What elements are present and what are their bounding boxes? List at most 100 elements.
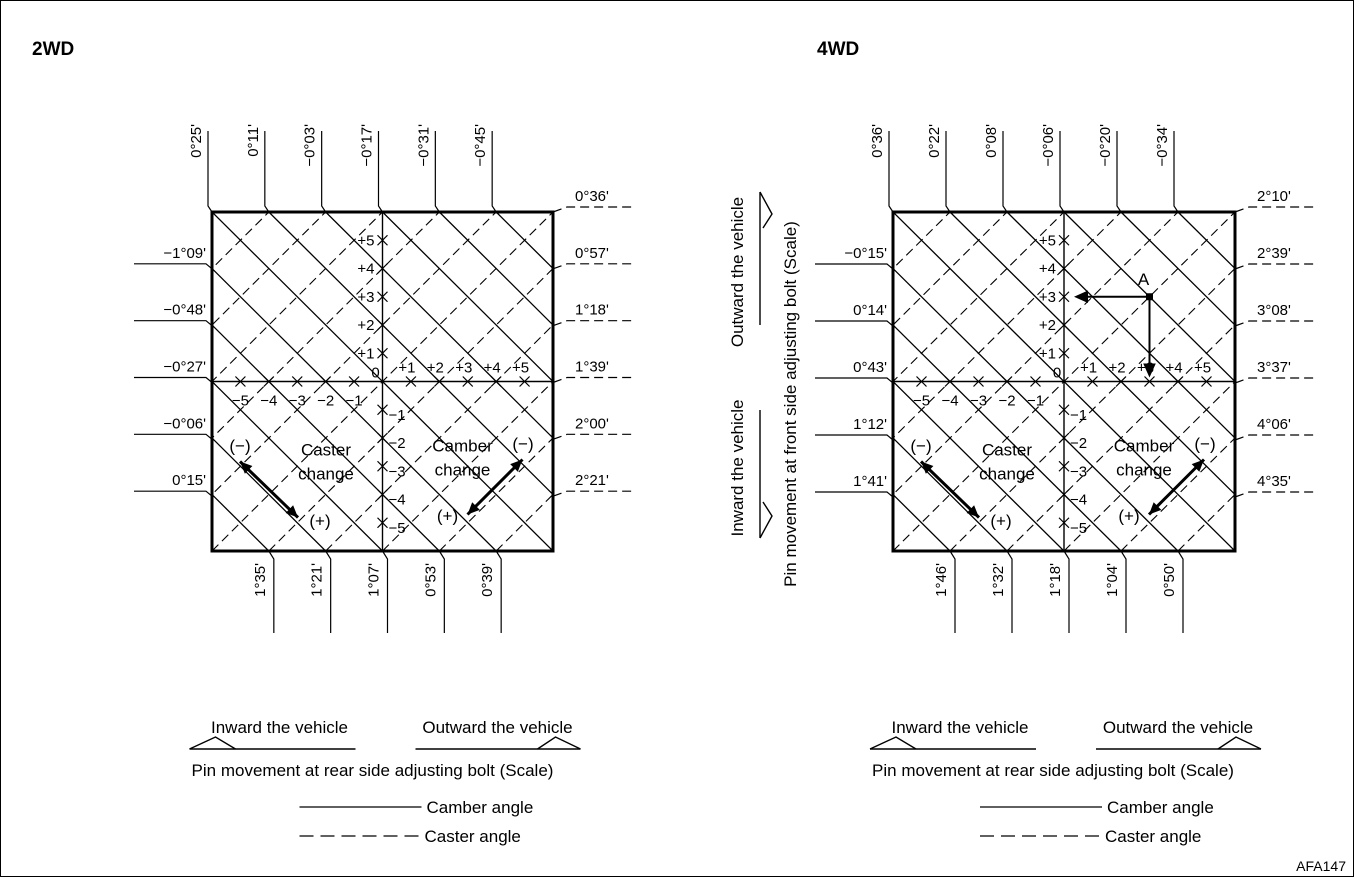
x-tick (1030, 376, 1041, 387)
vertical-outward-arrow-head (759, 191, 773, 229)
y-scale-label: −4 (1070, 492, 1087, 509)
change-arrow-head (467, 502, 480, 515)
legend: Inward the vehicle Outward the vehicle P… (192, 718, 573, 846)
caster-line (1234, 550, 1235, 551)
caster-plus-label: (+) (990, 512, 1011, 531)
x-scale-label: −2 (317, 393, 334, 410)
vertical-inward-arrow-head (759, 501, 773, 539)
bottom-leader-line (1006, 550, 1013, 633)
left-leader-line (815, 434, 894, 441)
camber-line (949, 212, 1235, 496)
left-leader-line (134, 490, 213, 497)
left-leader-line (134, 433, 213, 440)
right-angle-label: 1°39' (575, 359, 609, 376)
left-angle-label: 0°15' (172, 472, 206, 489)
change-arrow-shaft (238, 460, 300, 519)
x-scale-label: +3 (455, 360, 472, 377)
bottom-leader-line (949, 550, 956, 633)
grid-lines (759, 131, 1317, 837)
right-angle-label: 0°36' (575, 188, 609, 205)
y-scale-label: −3 (1070, 463, 1087, 480)
camber-line (268, 212, 553, 496)
top-angle-label: 0°11' (245, 124, 262, 157)
top-angle-label: −0°45' (472, 124, 489, 167)
legend-outward-label: Outward the vehicle (422, 718, 572, 737)
x-tick (1201, 376, 1212, 387)
bottom-angle-label: 1°35' (252, 563, 269, 597)
change-arrow-head (510, 459, 523, 472)
caster-change-label: Caster (301, 441, 351, 460)
left-angle-label: 1°41' (853, 473, 887, 490)
y-tick (1058, 234, 1070, 246)
left-leader-line (134, 320, 213, 327)
y-tick (1058, 517, 1070, 529)
bottom-leader-line (1177, 550, 1184, 633)
x-tick (1144, 376, 1155, 387)
legend-pin-movement-label: Pin movement at rear side adjusting bolt… (872, 761, 1234, 780)
right-angle-label: 2°00' (575, 415, 609, 432)
point-a-arrow-head (1143, 363, 1156, 378)
bottom-leader-line (381, 550, 389, 633)
camber-line (212, 324, 441, 551)
top-leader-line (377, 131, 383, 213)
y-scale-label: +1 (1039, 345, 1056, 362)
y-tick (1058, 291, 1070, 303)
top-angle-label: 0°25' (188, 124, 205, 158)
change-arrow-head (1191, 459, 1204, 472)
left-leader-line (815, 263, 894, 270)
panel-title: 4WD (817, 39, 859, 60)
y-scale-labels: +5 +4 +3 +2 +1 −1 −2 −3 −4 −5 (1039, 232, 1087, 537)
left-angle-label: 1°12' (853, 416, 887, 433)
legend-outward-arrow-head (537, 736, 581, 750)
y-scale-label: −1 (1070, 407, 1087, 424)
caster-line (893, 212, 1065, 383)
left-angle-label: −0°48' (163, 302, 206, 319)
inner-labels: Caster change Camber change (−) (+) (−) … (229, 435, 533, 531)
left-angle-labels: −0°15' 0°14' 0°43' 1°12' 1°41' (844, 245, 887, 490)
bottom-leader-line (438, 550, 445, 633)
right-leader-line (552, 376, 635, 384)
right-leader-line (1234, 263, 1317, 270)
camber-line (893, 212, 1235, 551)
change-arrow-shaft (466, 458, 524, 516)
y-tick (377, 263, 388, 274)
x-scale-label: +4 (484, 360, 501, 377)
camber-line (1063, 212, 1235, 383)
panel-4wd: 4WD 0°36' 0°22' 0°08' −0°06' −0°20' −0°3… (728, 39, 1317, 846)
y-tick (1058, 319, 1070, 331)
x-tick (916, 376, 927, 387)
change-arrow-shaft (919, 460, 981, 519)
caster-line (893, 212, 951, 270)
panel-2wd: 2WD 0°25' 0°11' −0°03' −0°17' −0°31' −0°… (32, 39, 635, 846)
right-leader-line (1234, 434, 1317, 441)
caster-line (1120, 437, 1235, 551)
top-angle-label: −0°17' (359, 124, 376, 167)
caster-line (212, 212, 327, 326)
top-leader-line (945, 131, 951, 213)
top-leader-line (1002, 131, 1008, 213)
legend-caster-label: Caster angle (425, 827, 521, 846)
legend: Inward the vehicle Outward the vehicle P… (872, 718, 1253, 846)
bottom-angle-label: 1°18' (1047, 563, 1064, 597)
x-tick (1001, 376, 1013, 387)
right-angle-label: 0°57' (575, 245, 609, 262)
y-scale-label: +3 (357, 289, 374, 306)
top-leader-line (1173, 131, 1179, 213)
caster-minus-label: (−) (229, 437, 250, 456)
x-tick (973, 376, 984, 387)
x-scale-label: +5 (1194, 360, 1211, 377)
top-angle-label: −0°06' (1040, 124, 1057, 167)
y-scale-label: −2 (1070, 435, 1087, 452)
y-tick (1058, 432, 1070, 444)
change-arrow-head (1149, 502, 1162, 515)
caster-line (212, 212, 497, 496)
y-tick (1058, 263, 1070, 274)
caster-change-label: change (979, 465, 1035, 484)
bottom-angle-labels: 1°35' 1°21' 1°07' 0°53' 0°39' (252, 563, 496, 597)
x-scale-label: +4 (1165, 360, 1182, 377)
change-arrow-shaft (1147, 458, 1206, 516)
y-scale-label: −5 (1070, 520, 1087, 537)
left-leader-line (134, 376, 213, 383)
point-a-label: A (1138, 270, 1150, 289)
